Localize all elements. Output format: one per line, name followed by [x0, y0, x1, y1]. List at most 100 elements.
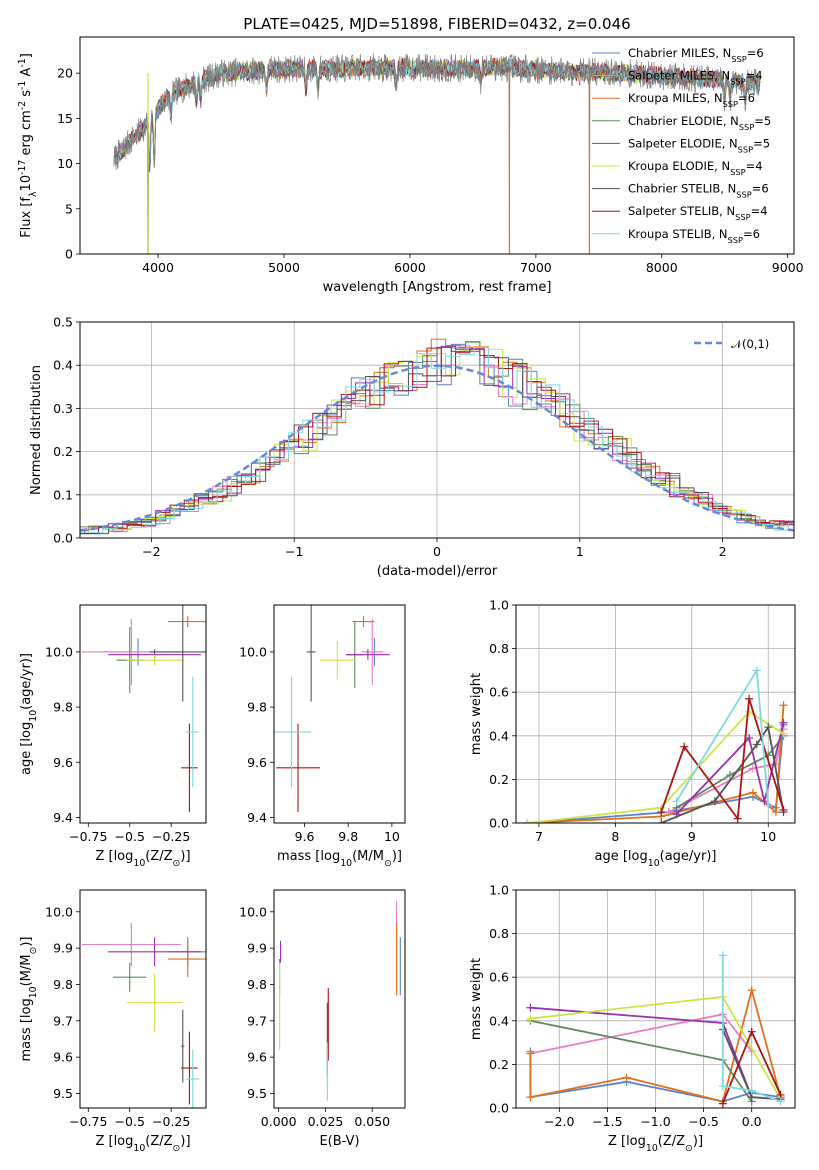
residual-histogram: [80, 347, 794, 535]
x-axis-label: Z [log10(Z/Z⊙)]: [95, 1134, 190, 1154]
x-tick-label: −0.25: [152, 1114, 190, 1129]
mass-weight-marker: [752, 666, 761, 675]
x-tick-label: −2.0: [544, 1114, 574, 1129]
residual-histogram: [80, 346, 794, 535]
mass-weight-series: [529, 986, 782, 1103]
axes-frame: [79, 36, 795, 255]
mass-weight-marker: [526, 1049, 535, 1058]
errorbar-point: [186, 676, 200, 788]
x-tick-label: 0: [433, 544, 441, 559]
x-tick-label: −0.75: [69, 829, 107, 844]
mass-weight-series: [527, 705, 785, 823]
mass-weight-marker: [718, 1082, 727, 1091]
x-tick-label: 0.0: [742, 1114, 762, 1129]
x-tick-label: 10: [760, 829, 776, 844]
errorbar-point: [149, 605, 206, 702]
x-axis-label: E(B-V): [319, 1134, 359, 1149]
y-tick-label: 5: [65, 201, 73, 216]
y-tick-label: 9.7: [53, 1013, 73, 1028]
legend-entry: Salpeter MILES, NSSP=4: [592, 69, 763, 87]
y-tick-label: 10: [57, 156, 73, 171]
mass-weight-marker: [672, 797, 681, 806]
y-tick-label: 9.9: [53, 941, 73, 956]
errorbar-point: [306, 605, 316, 702]
x-axis-label: wavelength [Angstrom, rest frame]: [323, 280, 552, 295]
legend-label: Kroupa ELODIE, NSSP=4: [628, 159, 763, 177]
mass-weight-series: [676, 735, 785, 809]
axes-spectrum: 4000 5000 6000 7000 8000 9000 0 5 10 15 20 waveleng…: [17, 15, 804, 295]
y-tick-label: 0.0: [53, 531, 73, 546]
legend-label: Salpeter STELIB, NSSP=4: [628, 204, 768, 222]
plot-area-residuals: [80, 338, 794, 535]
mass-weight-marker: [523, 819, 532, 823]
x-tick-label: 0.025: [308, 1114, 344, 1129]
x-tick-label: 4000: [142, 260, 174, 275]
legend-label: Kroupa MILES, NSSP=6: [628, 91, 755, 109]
errorbar-point: [186, 1049, 200, 1108]
x-tick-label: 0.000: [261, 1114, 297, 1129]
mass-weight-marker: [764, 723, 773, 732]
y-axis-label: mass weight: [469, 958, 484, 1040]
legend-label: Salpeter MILES, NSSP=4: [628, 69, 763, 87]
chart-title: PLATE=0425, MJD=51898, FIBERID=0432, z=0…: [243, 15, 630, 33]
y-tick-label: 9.4: [53, 810, 73, 825]
legend-label: Kroupa STELIB, NSSP=6: [628, 227, 760, 245]
mass-weight-marker: [657, 808, 666, 817]
y-tick-label: 9.6: [247, 1050, 267, 1065]
errorbar-point: [181, 1031, 198, 1105]
mass-weight-marker: [526, 1003, 535, 1012]
y-tick-label: 10.0: [239, 904, 267, 919]
plot-area-mass_weight_vs_age: [523, 666, 788, 823]
mass-weight-marker: [710, 797, 719, 806]
y-tick-label: 10.0: [45, 644, 73, 659]
y-tick-label: 9.6: [247, 755, 267, 770]
y-axis-label: mass [log10(M/M⊙)]: [19, 937, 39, 1062]
y-tick-label: 9.6: [53, 755, 73, 770]
axes-frame: [79, 889, 207, 1109]
y-tick-label: 0.8: [489, 641, 509, 656]
axes-mass_vs_EBV: 0.000 0.025 0.050 9.5 9.6 9.7 9.8 9.9 10.0 E(B-V): [239, 889, 406, 1149]
y-tick-label: 9.7: [247, 1013, 267, 1028]
mass-weight-marker: [779, 701, 788, 710]
y-tick-label: 0.6: [489, 685, 509, 700]
y-tick-label: 1.0: [489, 883, 509, 898]
y-tick-label: 9.8: [53, 700, 73, 715]
errorbar-point: [167, 940, 206, 978]
x-tick-label: 8000: [646, 260, 678, 275]
x-tick-label: 7000: [520, 260, 552, 275]
errorbar-point: [181, 1009, 185, 1083]
x-tick-label: 9000: [772, 260, 804, 275]
errorbar-point: [108, 937, 202, 967]
legend-label: Salpeter ELODIE, NSSP=5: [628, 136, 770, 154]
y-axis-label: age [log10(age/yr)]: [19, 653, 39, 775]
axes-age_vs_Z: −0.75 −0.5 −0.25 9.4 9.6 9.8 10.0 Z [log10(Z/Z⊙…: [19, 604, 207, 869]
x-tick-label: −0.25: [152, 829, 190, 844]
residual-histogram: [80, 346, 794, 535]
y-tick-label: 0: [65, 247, 73, 262]
y-axis-label: Flux [fλ10-17 erg cm-2 s-1 A-1]: [17, 53, 39, 238]
legend-entry: Salpeter STELIB, NSSP=4: [592, 204, 768, 222]
mass-weight-marker: [718, 1099, 727, 1108]
axes-mass_weight_vs_age: 7 8 9 10 0.0 0.2 0.4 0.6 0.8 1.0 age [log10(age/yr…: [469, 598, 796, 869]
mass-weight-marker: [718, 951, 727, 960]
axes-frame: [79, 604, 207, 824]
x-tick-label: −0.75: [69, 1114, 107, 1129]
y-tick-label: 9.5: [53, 1086, 73, 1101]
plot-area-mass_weight_vs_Z: [526, 951, 785, 1108]
errorbar-point: [126, 973, 183, 1032]
x-tick-label: 10: [384, 829, 400, 844]
legend-entry: Kroupa ELODIE, NSSP=4: [592, 159, 763, 177]
mass-weight-marker: [779, 729, 788, 738]
axes-frame: [79, 321, 795, 539]
plot-area-age_vs_mass: [274, 605, 390, 812]
x-axis-label: age [log10(age/yr)]: [595, 849, 717, 869]
y-tick-label: 0.4: [489, 1013, 509, 1028]
legend-entry: Salpeter ELODIE, NSSP=5: [592, 136, 770, 154]
mass-weight-marker: [680, 742, 689, 751]
mass-weight-marker: [771, 808, 780, 817]
x-tick-label: 5000: [268, 260, 300, 275]
errorbar-point: [167, 616, 206, 628]
axes-frame: [515, 889, 796, 1109]
errorbar-point: [113, 962, 147, 992]
legend-label: Chabrier MILES, NSSP=6: [628, 46, 764, 64]
